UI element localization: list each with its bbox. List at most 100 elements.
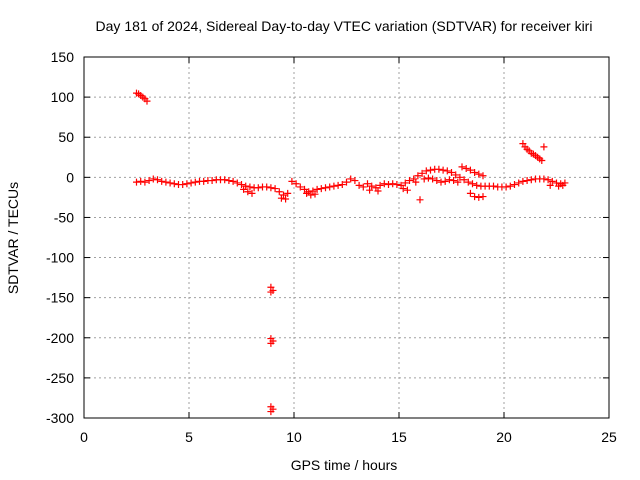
data-point: [311, 190, 319, 198]
data-points: [133, 89, 569, 416]
data-point: [330, 182, 338, 190]
data-point: [420, 175, 428, 183]
data-point: [544, 176, 552, 184]
data-point: [511, 181, 518, 189]
data-point: [433, 177, 441, 185]
data-point: [267, 288, 275, 296]
data-point: [414, 172, 422, 180]
data-point: [559, 181, 567, 189]
data-point: [412, 178, 420, 186]
data-point: [540, 143, 548, 151]
data-point: [479, 172, 487, 180]
data-point: [292, 180, 300, 188]
data-point: [466, 166, 474, 174]
data-point: [229, 177, 237, 185]
data-point: [271, 185, 279, 193]
data-point: [548, 177, 556, 185]
data-point: [364, 180, 371, 188]
data-point: [208, 177, 216, 185]
data-point: [221, 176, 229, 184]
y-tick-label: -50: [54, 209, 74, 225]
data-point: [471, 169, 479, 177]
data-point: [502, 183, 510, 191]
data-point: [458, 163, 466, 171]
plot-frame: [83, 56, 610, 419]
x-axis-label: GPS time / hours: [291, 457, 398, 473]
data-point: [439, 166, 447, 174]
data-point: [406, 177, 413, 185]
data-point: [267, 339, 275, 347]
data-point: [366, 186, 374, 194]
data-point: [471, 193, 479, 201]
data-point: [422, 167, 430, 175]
data-point: [403, 186, 411, 194]
data-point: [145, 177, 153, 185]
data-point: [282, 195, 290, 203]
data-point: [475, 170, 483, 178]
data-point: [288, 177, 296, 185]
data-point: [454, 178, 462, 186]
data-point: [240, 185, 248, 193]
data-point: [317, 185, 325, 193]
data-point: [527, 176, 535, 184]
y-tick-label: 150: [51, 49, 75, 65]
data-point: [469, 180, 476, 188]
data-point: [303, 189, 311, 197]
data-point: [347, 175, 355, 183]
data-point: [490, 182, 497, 190]
data-point: [445, 176, 453, 184]
data-point: [443, 167, 451, 175]
data-point: [338, 181, 346, 189]
data-point: [343, 178, 350, 186]
data-point: [441, 177, 449, 185]
data-point: [263, 183, 271, 191]
data-point: [380, 180, 388, 188]
data-point: [540, 175, 548, 183]
axis-ticks: [83, 56, 610, 419]
data-point: [143, 97, 151, 105]
data-point: [233, 179, 241, 187]
data-point: [418, 169, 426, 177]
data-point: [238, 181, 245, 189]
data-point: [284, 189, 292, 197]
data-point: [301, 185, 308, 193]
data-point: [244, 188, 252, 196]
y-tick-label: -150: [46, 290, 74, 306]
y-tick-label: -100: [46, 250, 74, 266]
data-point: [456, 173, 464, 181]
x-tick-label: 0: [80, 429, 88, 445]
data-point: [133, 178, 140, 186]
y-tick-label: -300: [46, 410, 74, 426]
data-point: [450, 177, 458, 185]
data-point: [435, 165, 443, 173]
data-point: [385, 181, 392, 189]
data-point: [267, 408, 275, 416]
data-point: [183, 180, 191, 188]
data-point: [401, 179, 409, 187]
y-tick-label: 100: [51, 89, 75, 105]
x-tick-label: 20: [496, 429, 512, 445]
data-point: [424, 174, 432, 182]
data-point: [275, 188, 283, 196]
data-point: [313, 185, 321, 193]
data-point: [479, 193, 487, 201]
data-point: [267, 184, 275, 192]
data-point: [158, 177, 166, 185]
data-point: [254, 184, 262, 192]
data-point: [429, 175, 437, 183]
y-axis-label: SDTVAR / TECUs: [5, 182, 21, 294]
tick-labels: 0 5 10 15 20 25 150 100 50 0 -50 -100 -150 -200 -250 -3…: [46, 49, 617, 445]
data-point: [137, 177, 145, 185]
data-point: [248, 189, 256, 197]
data-point: [399, 185, 407, 193]
data-point: [448, 169, 455, 177]
data-point: [179, 181, 187, 189]
data-point: [427, 166, 434, 174]
x-tick-label: 15: [391, 429, 407, 445]
data-point: [351, 177, 359, 185]
data-point: [334, 181, 342, 189]
data-point: [187, 179, 195, 187]
data-point: [519, 177, 527, 185]
data-point: [475, 193, 483, 201]
